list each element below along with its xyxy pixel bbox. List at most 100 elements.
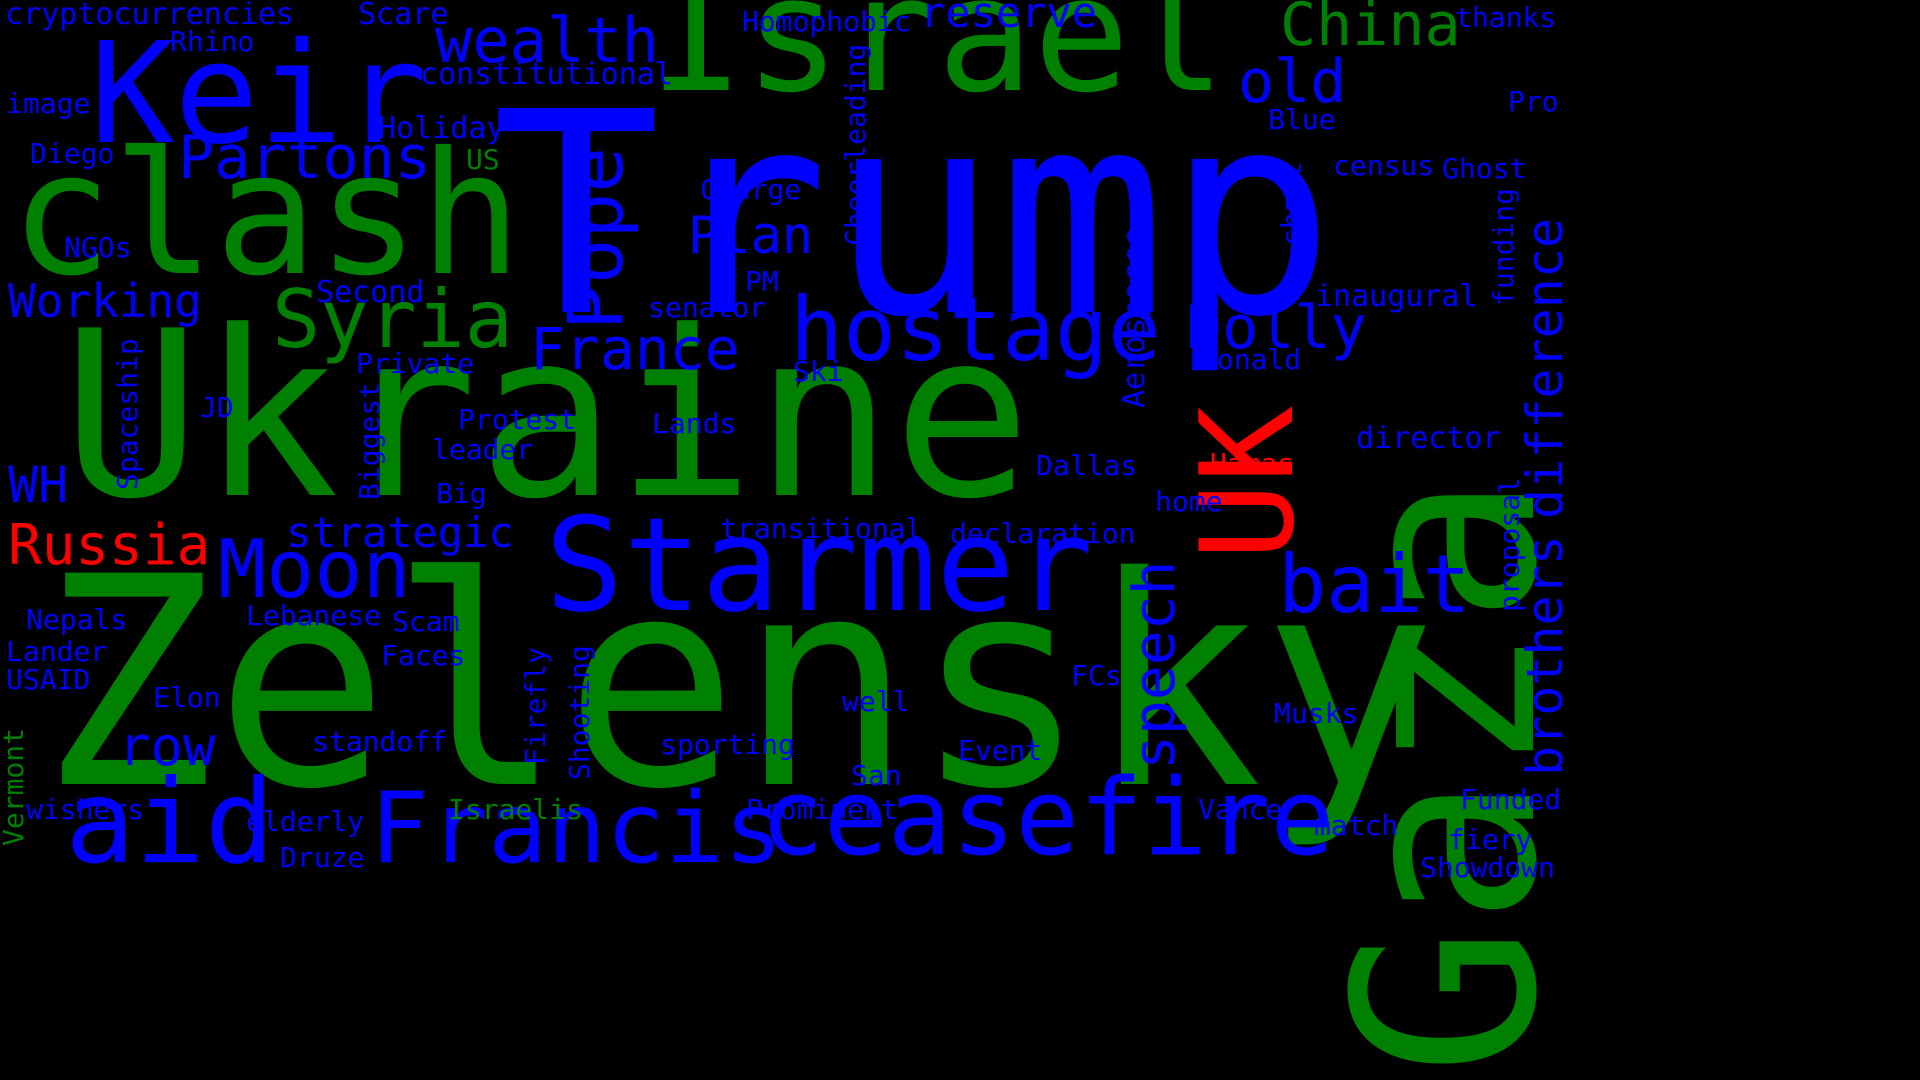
word-fiery: fiery <box>1448 823 1533 856</box>
word-faces: Faces <box>381 639 466 672</box>
word-speech: speech <box>1120 560 1188 770</box>
word-thanks: thanks <box>1455 1 1557 34</box>
word-spaceship: Spaceship <box>111 338 144 490</box>
word-declaration: declaration <box>950 517 1136 550</box>
word-inaugural: inaugural <box>1315 279 1478 314</box>
word-well: well <box>842 685 910 718</box>
word-home: home <box>1155 485 1223 518</box>
word-hamas: Hamas <box>1210 447 1295 480</box>
word-second: Second <box>316 275 425 310</box>
word-blue: Blue <box>1268 103 1336 136</box>
word-israelis: Israelis <box>448 793 583 826</box>
word-china: China <box>1280 0 1461 60</box>
word-usaid: USAID <box>6 663 91 696</box>
word-ski: Ski <box>793 355 844 388</box>
word-funding: funding <box>1487 187 1520 306</box>
word-homophobic: Homophobic <box>742 5 911 38</box>
word-constitutional: constitutional <box>420 57 673 92</box>
word-nepals: Nepals <box>26 603 128 636</box>
word-protest: Protest <box>458 403 577 436</box>
word-scam: Scam <box>392 605 460 638</box>
word-reserve: reserve <box>920 0 1098 37</box>
word-druze: Druze <box>280 841 365 874</box>
word-ukraine: Ukraine <box>62 283 1032 550</box>
word-elderly: elderly <box>246 805 365 838</box>
word-lands: Lands <box>652 407 737 440</box>
word-musks: Musks <box>1274 697 1359 730</box>
word-census: census <box>1333 149 1435 182</box>
word-france: France <box>530 315 740 383</box>
word-pro: Pro <box>1508 85 1559 118</box>
word-standoff: standoff <box>312 725 447 758</box>
word-firefly: Firefly <box>519 646 552 765</box>
word-transitional: transitional <box>720 512 923 545</box>
word-clash: clash <box>10 116 522 314</box>
word-cheerleading: Cheerleading <box>839 43 872 246</box>
word-jd: JD <box>200 391 234 424</box>
word-keir: Keir <box>90 13 428 176</box>
word-lebanese: Lebanese <box>246 599 381 632</box>
word-pm: PM <box>745 265 779 298</box>
word-uk: UK <box>1174 405 1323 560</box>
word-vermont: Vermont <box>0 727 30 846</box>
word-image: image <box>6 87 91 120</box>
word-ngos: NGOs <box>64 231 132 264</box>
word-proposal: proposal <box>1493 477 1526 612</box>
word-bait: bait <box>1278 538 1471 631</box>
word-cryptocurrencies: cryptocurrencies <box>5 0 294 32</box>
word-francis: Francis <box>370 772 784 886</box>
word-chant: chant <box>1275 161 1308 246</box>
word-holiday: Holiday <box>378 111 505 146</box>
word-senator: senator <box>648 291 767 324</box>
word-dallas: Dallas <box>1036 449 1138 482</box>
word-hostage: hostage <box>790 278 1161 381</box>
word-plan: Plan <box>688 206 814 266</box>
word-elon: Elon <box>153 681 221 714</box>
word-difference: difference <box>1516 218 1574 520</box>
word-pope: Pope <box>551 146 640 330</box>
word-biggest: Biggest <box>353 381 386 500</box>
word-starmer: Starmer <box>545 489 1093 641</box>
word-strategic: strategic <box>286 508 514 557</box>
word-trump: Trump <box>492 53 1335 379</box>
word-row: row <box>118 715 216 778</box>
word-prominent: Prominent <box>746 793 898 826</box>
word-lander: Lander <box>6 635 108 668</box>
word-us: US <box>466 143 500 176</box>
word-scare: Scare <box>358 0 449 32</box>
word-wh: WH <box>8 456 69 514</box>
word-fcs: FCs <box>1071 659 1122 692</box>
word-sporting: sporting <box>660 728 795 761</box>
word-zelensky: Zelensky <box>40 516 1437 853</box>
word-leader: leader <box>432 433 534 466</box>
word-diego: Diego <box>30 137 115 170</box>
word-donald: Donald <box>1200 343 1302 376</box>
word-rhino: Rhino <box>170 25 255 58</box>
word-shooting: Shooting <box>563 645 596 780</box>
word-aid: aid <box>65 755 275 890</box>
word-israel: Israel <box>648 0 1226 128</box>
word-brothers: brothers <box>1516 535 1574 776</box>
word-working: Working <box>8 274 202 328</box>
word-old: old <box>1238 47 1347 117</box>
word-director: director <box>1356 421 1501 456</box>
word-event: Event <box>958 734 1043 767</box>
word-syria: Syria <box>272 273 513 366</box>
word-ghost: Ghost <box>1442 152 1527 185</box>
word-funded: Funded <box>1460 783 1562 816</box>
word-moon: Moon <box>218 523 411 616</box>
word-vance: Vance <box>1198 793 1283 826</box>
word-dolly: Dolly <box>1186 293 1367 363</box>
word-partons: Partons <box>178 123 431 193</box>
word-private: Private <box>356 347 475 380</box>
word-match: match <box>1314 809 1399 842</box>
word-wishers: wishers <box>26 793 145 826</box>
word-big: Big <box>436 477 487 510</box>
word-san: San <box>851 759 902 792</box>
word-charge: Charge <box>700 173 802 206</box>
word-ceasefire: ceasefire <box>760 756 1335 879</box>
word-aerospaces: Aerospaces <box>1117 227 1152 408</box>
word-showdown: Showdown <box>1420 851 1555 884</box>
word-russia: Russia <box>8 513 211 578</box>
